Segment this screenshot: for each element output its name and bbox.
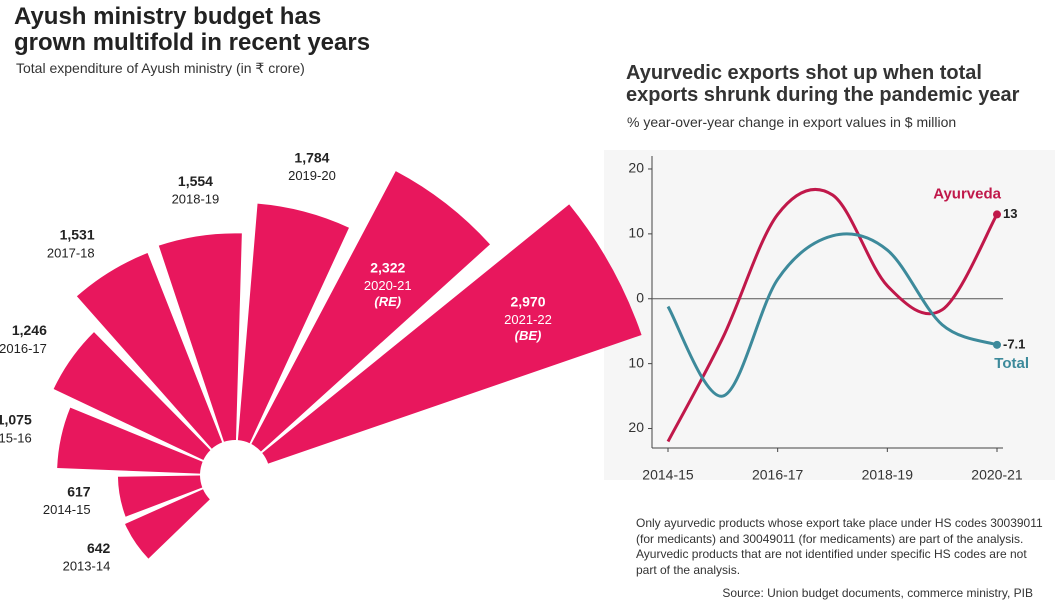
y-tick-label: 20 (628, 419, 644, 435)
category-label: 2016-17 (0, 341, 47, 356)
value-label: 1,784 (294, 149, 329, 165)
x-tick-label: 2018-19 (862, 467, 914, 483)
line (666, 232, 998, 398)
line (666, 187, 999, 443)
bar (76, 252, 223, 449)
x-tick-label: 2016-17 (752, 467, 804, 483)
category-label: 2020-21 (364, 278, 412, 293)
y-tick-label: 10 (628, 354, 644, 370)
bar (125, 489, 210, 559)
series-label: Ayurveda (933, 185, 1001, 202)
x-tick-label: 2014-15 (642, 467, 694, 483)
value-label: 2,322 (370, 259, 405, 275)
end-dot (993, 210, 1001, 219)
value-label: 1,554 (178, 173, 213, 189)
y-tick-label: 0 (636, 289, 644, 305)
x-tick-label: 2020-21 (971, 467, 1023, 483)
right-title: Ayurvedic exports shot up when total exp… (626, 62, 1020, 106)
value-label: 1,531 (60, 227, 95, 243)
y-tick-label: 20 (628, 160, 644, 176)
value-label: 1,246 (12, 322, 47, 338)
value-label: 617 (67, 483, 91, 499)
category-label: 2013-14 (63, 559, 111, 574)
right-subtitle: % year-over-year change in export values… (627, 114, 957, 130)
bar (251, 171, 491, 452)
left-title: Ayush ministry budget has grown multifol… (14, 3, 371, 56)
category-label: 2015-16 (0, 430, 32, 445)
category-label: 2019-20 (288, 168, 336, 183)
category-label: 2017-18 (47, 245, 95, 260)
end-value-label: 13 (1003, 206, 1017, 221)
category-label: 2014-15 (43, 502, 91, 517)
bar (53, 332, 211, 461)
source: Source: Union budget documents, commerce… (722, 586, 1033, 600)
bar (158, 233, 242, 442)
value-label: 1,075 (0, 412, 32, 428)
bar (117, 475, 203, 517)
left-subtitle: Total expenditure of Ayush ministry (in … (16, 60, 305, 76)
value-label: 642 (87, 540, 111, 556)
note: Only ayurvedic products whose export tak… (636, 516, 1043, 577)
value-label: 2,970 (510, 293, 545, 309)
bar (262, 204, 642, 464)
category-note: (BE) (515, 328, 542, 343)
category-label: 2021-22 (504, 312, 552, 327)
bar (237, 203, 349, 444)
panel-background (604, 150, 1055, 480)
category-note: (RE) (374, 294, 401, 309)
bar (57, 407, 203, 474)
end-value-label: -7.1 (1003, 336, 1025, 351)
series-label: Total (994, 355, 1029, 372)
category-label: 2018-19 (172, 192, 220, 207)
end-dot (993, 340, 1001, 349)
y-tick-label: 10 (628, 225, 644, 241)
